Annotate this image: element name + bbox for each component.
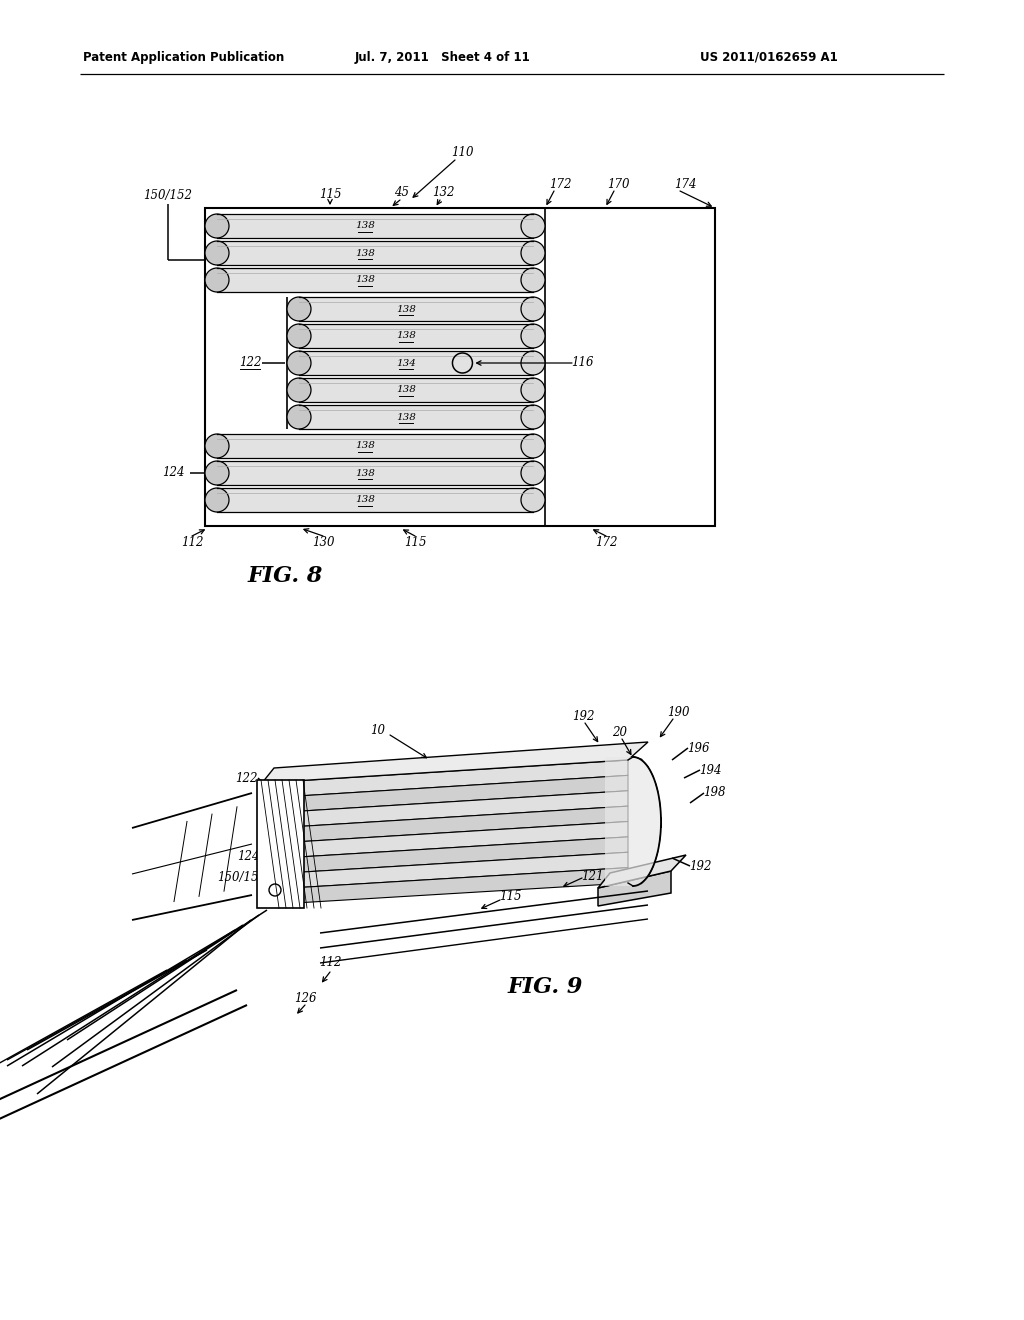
Text: 124: 124 bbox=[237, 850, 259, 862]
Bar bbox=[217, 488, 534, 512]
Polygon shape bbox=[598, 855, 686, 888]
Text: 138: 138 bbox=[355, 495, 375, 504]
Text: 196: 196 bbox=[687, 742, 710, 755]
Ellipse shape bbox=[205, 434, 229, 458]
Ellipse shape bbox=[521, 242, 545, 265]
Polygon shape bbox=[262, 775, 628, 813]
Text: 116: 116 bbox=[570, 356, 593, 370]
Ellipse shape bbox=[521, 297, 545, 321]
Text: 132: 132 bbox=[432, 186, 455, 198]
Polygon shape bbox=[262, 837, 628, 874]
Bar bbox=[299, 323, 534, 348]
Text: FIG. 9: FIG. 9 bbox=[508, 975, 584, 998]
Polygon shape bbox=[262, 853, 628, 890]
Ellipse shape bbox=[205, 242, 229, 265]
Text: 112: 112 bbox=[181, 536, 203, 549]
Text: 192: 192 bbox=[571, 710, 594, 722]
Text: 138: 138 bbox=[355, 469, 375, 478]
Bar bbox=[299, 405, 534, 429]
Ellipse shape bbox=[521, 214, 545, 238]
Text: 198: 198 bbox=[702, 787, 725, 800]
Polygon shape bbox=[262, 760, 628, 799]
Text: 115: 115 bbox=[499, 890, 521, 903]
Ellipse shape bbox=[205, 488, 229, 512]
Text: 45: 45 bbox=[394, 186, 410, 198]
Text: 10: 10 bbox=[371, 723, 385, 737]
Ellipse shape bbox=[521, 461, 545, 484]
Text: 138: 138 bbox=[396, 305, 416, 314]
Text: FIG. 8: FIG. 8 bbox=[248, 565, 324, 587]
Bar bbox=[299, 378, 534, 403]
Ellipse shape bbox=[287, 351, 311, 375]
Ellipse shape bbox=[521, 323, 545, 348]
Text: 174: 174 bbox=[674, 177, 696, 190]
Ellipse shape bbox=[287, 297, 311, 321]
Text: 20: 20 bbox=[612, 726, 628, 738]
Text: 150/152: 150/152 bbox=[217, 871, 266, 884]
Ellipse shape bbox=[287, 378, 311, 403]
Ellipse shape bbox=[521, 351, 545, 375]
Text: Jul. 7, 2011   Sheet 4 of 11: Jul. 7, 2011 Sheet 4 of 11 bbox=[355, 50, 530, 63]
Text: 130: 130 bbox=[311, 536, 334, 549]
Ellipse shape bbox=[287, 323, 311, 348]
Text: Patent Application Publication: Patent Application Publication bbox=[83, 50, 285, 63]
Bar bbox=[217, 242, 534, 265]
Text: 121: 121 bbox=[581, 870, 603, 883]
Text: 138: 138 bbox=[355, 276, 375, 285]
Text: 115: 115 bbox=[403, 536, 426, 549]
Polygon shape bbox=[262, 867, 628, 906]
Text: US 2011/0162659 A1: US 2011/0162659 A1 bbox=[700, 50, 838, 63]
Text: 194: 194 bbox=[698, 763, 721, 776]
Bar bbox=[299, 297, 534, 321]
Text: 138: 138 bbox=[355, 441, 375, 450]
Ellipse shape bbox=[287, 405, 311, 429]
Bar bbox=[217, 434, 534, 458]
Text: 150/152: 150/152 bbox=[143, 190, 193, 202]
Polygon shape bbox=[262, 807, 628, 843]
Bar bbox=[217, 268, 534, 292]
Text: 138: 138 bbox=[396, 331, 416, 341]
Text: 138: 138 bbox=[355, 248, 375, 257]
Text: 122: 122 bbox=[239, 356, 261, 370]
Ellipse shape bbox=[521, 488, 545, 512]
Text: 134: 134 bbox=[396, 359, 416, 367]
Text: 126: 126 bbox=[294, 991, 316, 1005]
Ellipse shape bbox=[521, 378, 545, 403]
Bar bbox=[205, 209, 715, 525]
Text: 112: 112 bbox=[318, 957, 341, 969]
Ellipse shape bbox=[205, 214, 229, 238]
Bar bbox=[217, 461, 534, 484]
Ellipse shape bbox=[205, 461, 229, 484]
Text: 172: 172 bbox=[549, 177, 571, 190]
Polygon shape bbox=[262, 821, 628, 859]
Text: 170: 170 bbox=[607, 177, 630, 190]
Polygon shape bbox=[262, 791, 628, 829]
Text: 192: 192 bbox=[689, 859, 712, 873]
Polygon shape bbox=[598, 871, 671, 906]
Ellipse shape bbox=[205, 268, 229, 292]
Bar bbox=[217, 214, 534, 238]
Ellipse shape bbox=[521, 434, 545, 458]
Ellipse shape bbox=[521, 268, 545, 292]
Text: 122: 122 bbox=[234, 771, 257, 784]
Text: 172: 172 bbox=[595, 536, 617, 549]
Text: 115: 115 bbox=[318, 187, 341, 201]
Text: 110: 110 bbox=[451, 145, 473, 158]
Text: 124: 124 bbox=[162, 466, 184, 479]
Text: 138: 138 bbox=[396, 385, 416, 395]
Text: 138: 138 bbox=[355, 222, 375, 231]
Polygon shape bbox=[262, 742, 648, 783]
Bar bbox=[299, 351, 534, 375]
Text: 190: 190 bbox=[667, 705, 689, 718]
Text: 138: 138 bbox=[396, 412, 416, 421]
Ellipse shape bbox=[521, 405, 545, 429]
Bar bbox=[257, 780, 304, 908]
